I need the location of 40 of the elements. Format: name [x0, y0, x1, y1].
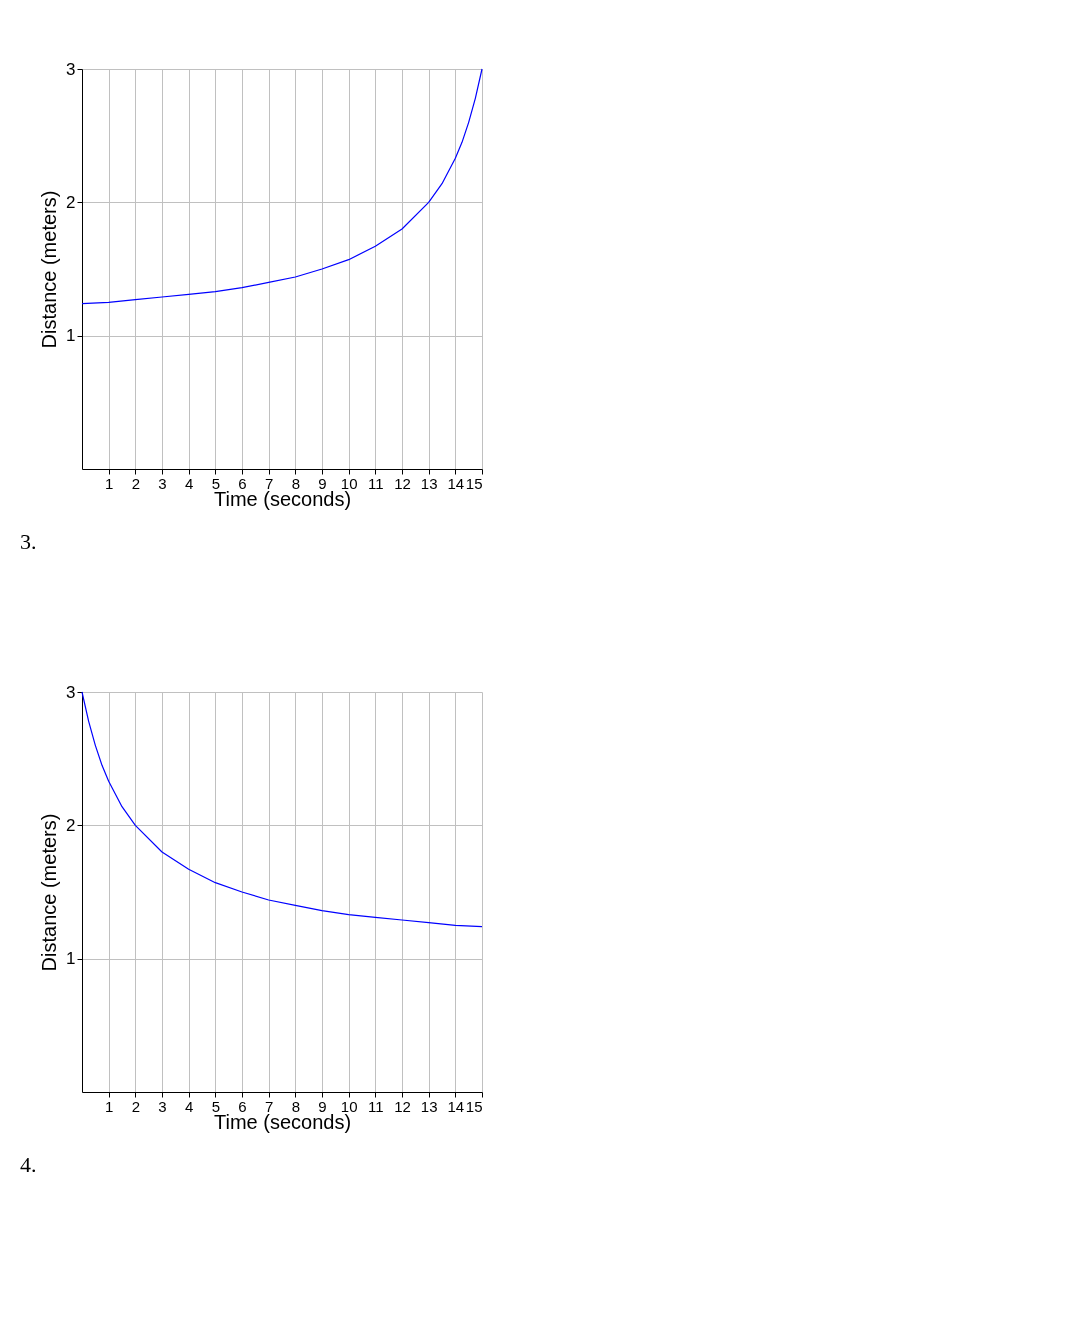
x-tick-label: 10 — [340, 1097, 358, 1115]
x-tick-label: 1 — [104, 1097, 114, 1115]
y-tick-label: 1 — [66, 326, 76, 346]
y-tick-label: 1 — [66, 949, 76, 969]
text: 3. — [20, 529, 37, 554]
x-tick-label: 7 — [264, 474, 274, 492]
x-tick-label: 2 — [131, 1097, 141, 1115]
y-tick-label: 3 — [66, 682, 76, 702]
x-tick-label: 5 — [211, 474, 221, 492]
x-tick-label: 11 — [368, 1097, 384, 1115]
x-tick-label: 12 — [394, 474, 411, 492]
x-tick-label: 10 — [340, 474, 358, 492]
y-axis-title: Distance (meters) — [38, 190, 61, 349]
x-tick-label: 8 — [291, 1097, 301, 1115]
x-tick-label: 4 — [184, 1097, 194, 1115]
y-tick-label: 2 — [66, 815, 76, 835]
x-tick-label: 11 — [368, 474, 384, 492]
text: 4. — [20, 1152, 37, 1177]
x-tick-label: 8 — [291, 474, 301, 492]
x-tick-label: 7 — [264, 1097, 274, 1115]
x-tick-label: 13 — [420, 1097, 438, 1115]
x-tick-label: 4 — [184, 474, 194, 492]
x-tick-label: 9 — [318, 1097, 327, 1115]
x-tick-label: 6 — [238, 474, 247, 492]
x-tick-label: 12 — [394, 1097, 411, 1115]
x-tick-label: 5 — [211, 1097, 221, 1115]
x-tick-label: 2 — [131, 474, 141, 492]
x-tick-label: 9 — [318, 474, 327, 492]
y-axis-title: Distance (meters) — [38, 813, 61, 972]
x-tick-label: 6 — [238, 1097, 247, 1115]
y-tick-label: 2 — [66, 192, 76, 212]
x-tick-label: 15 — [465, 474, 483, 492]
y-tick-label: 3 — [66, 59, 76, 79]
x-tick-label: 3 — [158, 474, 167, 492]
x-tick-label: 14 — [447, 474, 465, 492]
x-tick-label: 15 — [465, 1097, 483, 1115]
x-tick-label: 14 — [447, 1097, 465, 1115]
x-tick-label: 1 — [104, 474, 114, 492]
x-tick-label: 13 — [420, 474, 438, 492]
x-tick-label: 3 — [158, 1097, 167, 1115]
